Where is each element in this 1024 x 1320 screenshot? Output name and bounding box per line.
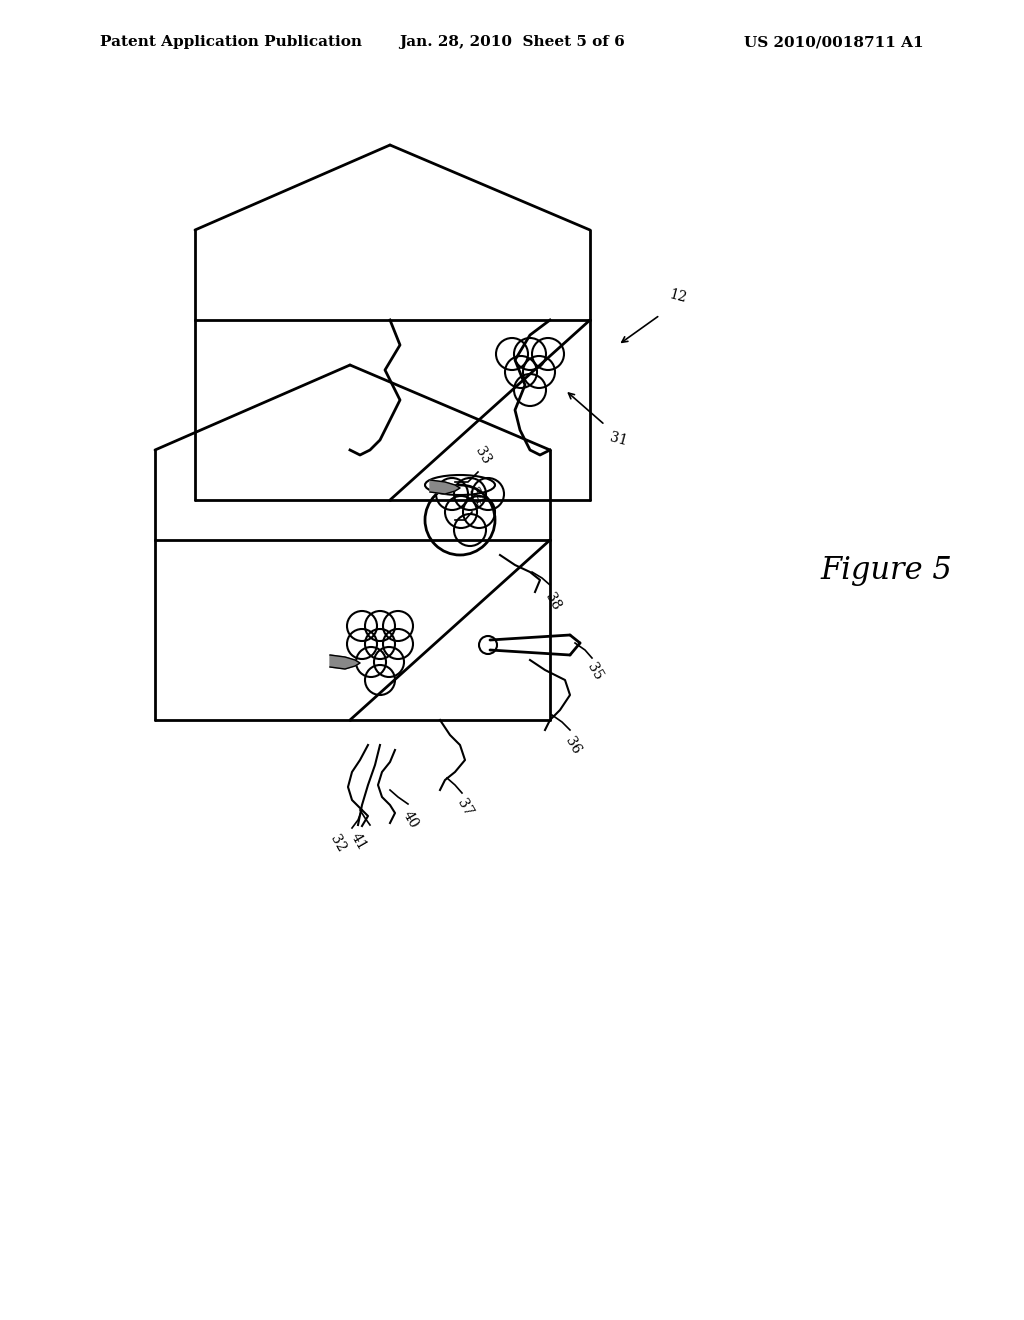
Text: Patent Application Publication: Patent Application Publication: [100, 36, 362, 49]
Text: 35: 35: [584, 660, 605, 682]
Polygon shape: [430, 480, 460, 494]
Circle shape: [479, 636, 497, 653]
Text: 41: 41: [347, 830, 369, 853]
Polygon shape: [330, 655, 360, 669]
Text: 32: 32: [327, 833, 348, 855]
Text: US 2010/0018711 A1: US 2010/0018711 A1: [744, 36, 924, 49]
Text: 12: 12: [668, 286, 689, 305]
Text: 31: 31: [608, 430, 629, 447]
Text: 34: 34: [465, 486, 486, 508]
Text: 36: 36: [562, 734, 583, 756]
Text: 33: 33: [472, 445, 493, 467]
Text: 37: 37: [454, 797, 475, 820]
Text: 40: 40: [400, 808, 421, 830]
Text: Figure 5: Figure 5: [820, 554, 951, 586]
Text: 38: 38: [542, 590, 563, 612]
Text: Jan. 28, 2010  Sheet 5 of 6: Jan. 28, 2010 Sheet 5 of 6: [399, 36, 625, 49]
